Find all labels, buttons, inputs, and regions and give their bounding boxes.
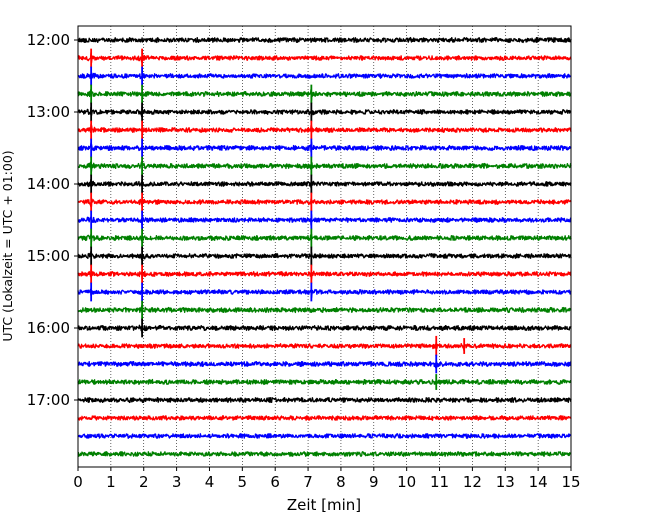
x-tick-label: 6 xyxy=(270,473,280,491)
y-axis: 12:00 13:00 14:00 15:00 16:00 17:00 xyxy=(27,31,78,409)
trace-line xyxy=(77,305,572,314)
trace-line xyxy=(77,433,572,439)
x-tick-label: 4 xyxy=(205,473,215,491)
trace-line xyxy=(77,324,572,335)
trace-line xyxy=(77,396,572,404)
trace-line xyxy=(77,233,572,243)
y-tick-label: 14:00 xyxy=(27,175,70,193)
x-tick-label: 2 xyxy=(139,473,149,491)
x-tick-label: 1 xyxy=(106,473,116,491)
x-tick-label: 0 xyxy=(73,473,83,491)
x-tick-label: 3 xyxy=(172,473,182,491)
plot-frame xyxy=(77,25,572,468)
y-tick-label: 17:00 xyxy=(27,391,70,409)
x-axis: 0 1 2 3 4 5 6 7 8 9 10 11 12 13 14 15 xyxy=(73,467,581,491)
x-tick-label: 8 xyxy=(336,473,346,491)
trace-line xyxy=(77,213,572,228)
y-tick-label: 16:00 xyxy=(27,319,70,337)
trace-line xyxy=(77,52,572,64)
trace-line xyxy=(77,288,572,299)
trace-line xyxy=(77,269,572,280)
x-tick-label: 13 xyxy=(496,473,515,491)
trace-line xyxy=(77,341,572,351)
y-tick-label: 13:00 xyxy=(27,103,70,121)
x-tick-label: 10 xyxy=(397,473,416,491)
trace-line xyxy=(77,178,572,189)
trace-group xyxy=(77,36,572,457)
x-tick-label: 9 xyxy=(369,473,379,491)
y-tick-label: 12:00 xyxy=(27,31,70,49)
trace-line xyxy=(77,360,572,369)
y-tick-label: 15:00 xyxy=(27,247,70,265)
x-axis-label: Zeit [min] xyxy=(287,496,361,514)
x-tick-label: 5 xyxy=(238,473,248,491)
trace-line xyxy=(77,141,572,153)
x-tick-label: 14 xyxy=(529,473,548,491)
trace-line xyxy=(77,198,572,208)
trace-line xyxy=(77,161,572,172)
trace-line xyxy=(77,123,572,134)
trace-line xyxy=(77,71,572,80)
trace-line xyxy=(77,378,572,386)
plot-background xyxy=(78,26,571,467)
x-tick-label: 7 xyxy=(303,473,313,491)
trace-line xyxy=(77,250,572,261)
trace-line xyxy=(77,36,572,44)
trace-line xyxy=(77,103,572,118)
y-axis-label: UTC (Lokalzeit = UTC + 01:00) xyxy=(0,150,15,341)
trace-line xyxy=(77,451,572,457)
x-tick-label: 11 xyxy=(430,473,449,491)
trace-line xyxy=(77,88,572,102)
trace-line xyxy=(77,415,572,421)
x-tick-label: 15 xyxy=(561,473,580,491)
x-tick-label: 12 xyxy=(463,473,482,491)
